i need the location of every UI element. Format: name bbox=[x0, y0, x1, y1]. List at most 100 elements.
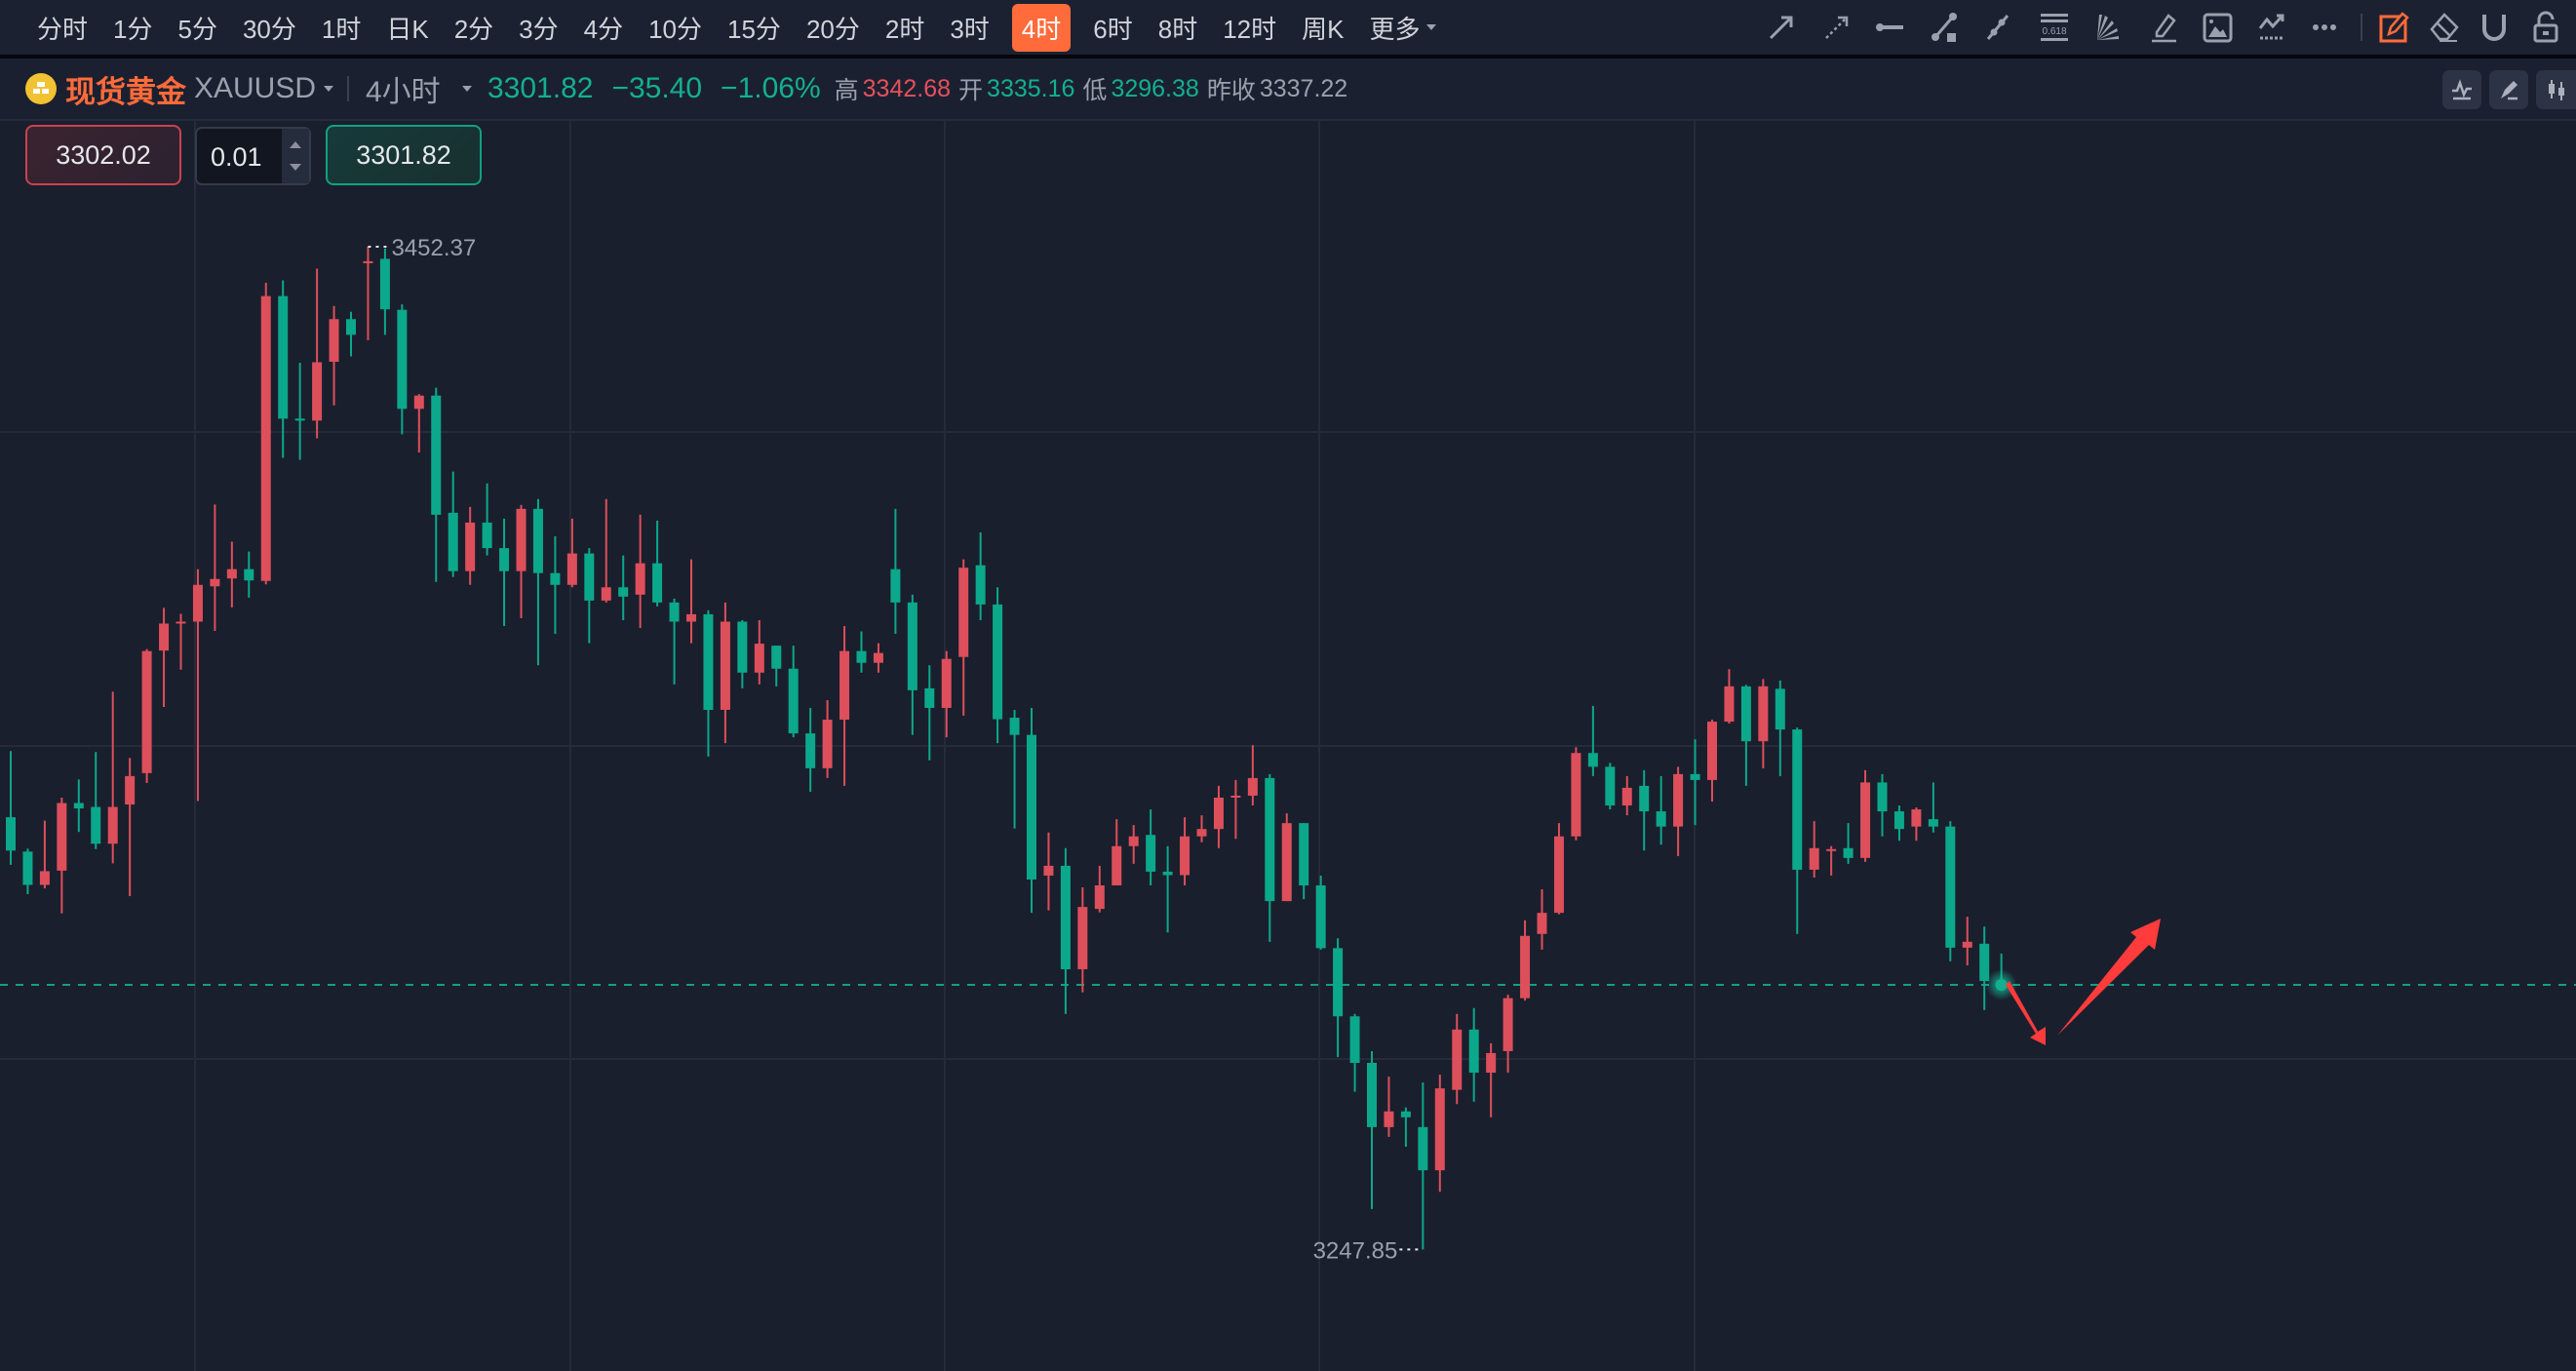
dashed-arrow-tool[interactable] bbox=[1819, 10, 1854, 45]
pattern-tool[interactable] bbox=[2254, 10, 2289, 45]
candle-body bbox=[413, 395, 424, 410]
instrument-symbol: XAUUSD bbox=[194, 72, 317, 104]
period-selector[interactable]: 4小时 bbox=[366, 59, 472, 119]
segment-tool[interactable] bbox=[1928, 10, 1963, 45]
candle bbox=[226, 541, 237, 607]
candle bbox=[941, 650, 952, 738]
candle bbox=[924, 665, 935, 761]
period-tab[interactable]: 2分 bbox=[453, 14, 494, 44]
candle-body bbox=[1673, 773, 1684, 827]
chart-type-button[interactable] bbox=[2536, 70, 2576, 109]
candle-body bbox=[1367, 1063, 1377, 1127]
arrow-line-tool[interactable] bbox=[1764, 10, 1799, 45]
period-tab[interactable]: 周K bbox=[1302, 14, 1345, 44]
candle-body bbox=[958, 568, 969, 657]
quantity-input[interactable]: 0.01 bbox=[211, 142, 262, 172]
period-tab[interactable]: 1时 bbox=[321, 14, 362, 44]
decrement-arrow-icon[interactable] bbox=[290, 164, 301, 171]
period-tab[interactable]: 4分 bbox=[583, 14, 624, 44]
period-tab[interactable]: 1分 bbox=[113, 14, 153, 44]
candle-body bbox=[482, 522, 492, 549]
period-tab[interactable]: 6时 bbox=[1093, 14, 1133, 44]
high-value: 3342.68 bbox=[862, 74, 952, 102]
period-tab[interactable]: 日K bbox=[386, 14, 429, 44]
candle-body bbox=[686, 613, 696, 622]
candle-body bbox=[57, 803, 67, 871]
candle-body bbox=[363, 260, 373, 263]
period-tab[interactable]: 3时 bbox=[950, 14, 990, 44]
fibonacci-tool[interactable]: 0.618 bbox=[2037, 10, 2072, 45]
lock-tool[interactable] bbox=[2528, 10, 2563, 45]
more-periods-button[interactable]: 更多 bbox=[1369, 14, 1421, 44]
period-tab[interactable]: 2时 bbox=[884, 14, 925, 44]
candle bbox=[1843, 823, 1854, 864]
period-tab[interactable]: 30分 bbox=[242, 14, 296, 44]
prev-close-label: 昨收 bbox=[1206, 77, 1256, 104]
annotation-arrow-down[interactable] bbox=[2006, 981, 2046, 1045]
candle bbox=[431, 387, 442, 582]
period-tab[interactable]: 15分 bbox=[727, 14, 781, 44]
eraser-tool[interactable] bbox=[2427, 10, 2462, 45]
candle-body bbox=[431, 395, 442, 515]
candle bbox=[141, 648, 152, 783]
candle bbox=[329, 305, 339, 406]
candle-body bbox=[1639, 785, 1650, 812]
candle bbox=[839, 626, 850, 786]
candle-body bbox=[1758, 686, 1769, 742]
symbol-selector[interactable]: 现货黄金 XAUUSD bbox=[25, 59, 334, 119]
candle bbox=[1009, 709, 1020, 829]
more-tool[interactable] bbox=[2307, 10, 2342, 45]
candle-body bbox=[1043, 865, 1054, 876]
candle bbox=[1094, 865, 1105, 913]
candle-body bbox=[924, 687, 935, 708]
candle-body bbox=[737, 621, 748, 673]
candle bbox=[669, 598, 680, 685]
period-tab[interactable]: 8时 bbox=[1157, 14, 1198, 44]
candle-body bbox=[73, 803, 84, 809]
period-tab[interactable]: 4时 bbox=[1011, 3, 1072, 52]
increment-arrow-icon[interactable] bbox=[290, 141, 301, 148]
more-icon bbox=[2313, 24, 2336, 30]
horizontal-line-tool[interactable] bbox=[1873, 10, 1908, 45]
quantity-stepper[interactable]: 0.01 bbox=[195, 127, 311, 185]
candle bbox=[771, 646, 782, 686]
period-tab[interactable]: 20分 bbox=[805, 14, 860, 44]
quantity-spinner bbox=[282, 129, 309, 183]
candle-body bbox=[1094, 884, 1105, 910]
candle-body bbox=[244, 568, 254, 581]
draw-button[interactable] bbox=[2489, 70, 2528, 109]
candle-body bbox=[1724, 686, 1735, 723]
candle-body bbox=[550, 572, 561, 585]
draw-mode-tool[interactable] bbox=[2376, 10, 2411, 45]
ray-tool[interactable] bbox=[1980, 10, 2015, 45]
fan-tool[interactable] bbox=[2090, 10, 2126, 45]
period-tab[interactable]: 12时 bbox=[1223, 14, 1277, 44]
candle-body bbox=[1112, 845, 1122, 885]
period-tab[interactable]: 10分 bbox=[648, 14, 703, 44]
candle bbox=[22, 848, 33, 895]
highlighter-tool[interactable] bbox=[2146, 10, 2181, 45]
magnet-tool[interactable] bbox=[2477, 10, 2512, 45]
chevron-down-icon bbox=[461, 86, 472, 92]
candle-body bbox=[1265, 777, 1275, 902]
image-tool[interactable] bbox=[2200, 10, 2235, 45]
candle-body bbox=[1553, 836, 1564, 914]
sell-button[interactable]: 3302.02 bbox=[25, 125, 181, 185]
period-tab[interactable]: 5分 bbox=[177, 14, 217, 44]
candle-body bbox=[1128, 836, 1139, 846]
last-price: 3301.82 bbox=[488, 72, 594, 104]
candle-body bbox=[1400, 1111, 1411, 1117]
candle-body bbox=[618, 587, 629, 597]
indicator-button[interactable] bbox=[2442, 70, 2481, 109]
buy-button[interactable]: 3301.82 bbox=[326, 125, 482, 185]
candle bbox=[1809, 821, 1819, 878]
candle-body bbox=[1962, 941, 1972, 948]
period-tab[interactable]: 分时 bbox=[37, 14, 89, 44]
annotation-arrow-up[interactable] bbox=[2057, 919, 2161, 1036]
candle-body bbox=[159, 623, 170, 651]
period-tab[interactable]: 3分 bbox=[519, 14, 559, 44]
candle bbox=[499, 518, 510, 627]
candle-body bbox=[1809, 847, 1819, 870]
candle bbox=[465, 506, 476, 585]
